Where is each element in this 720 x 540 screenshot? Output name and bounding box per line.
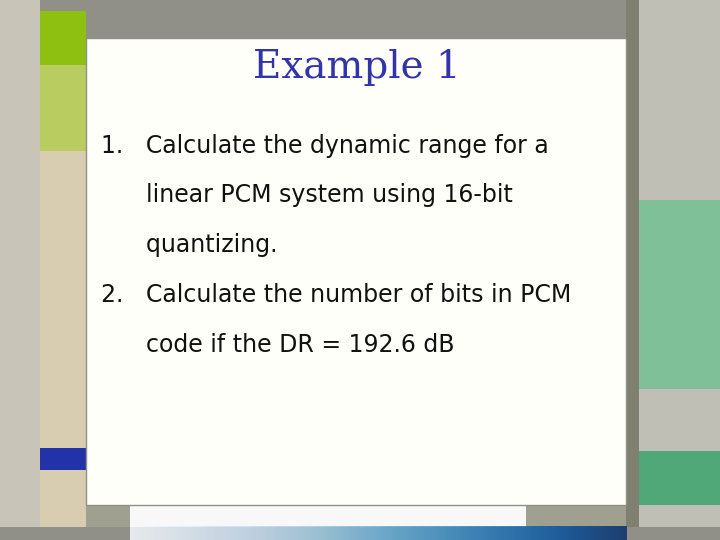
Text: 1.   Calculate the dynamic range for a: 1. Calculate the dynamic range for a bbox=[101, 134, 549, 158]
Bar bbox=[130, 491, 526, 526]
Bar bbox=[40, 470, 86, 540]
Bar bbox=[626, 0, 639, 540]
Bar bbox=[639, 200, 720, 389]
Bar bbox=[40, 448, 86, 470]
Bar bbox=[639, 451, 720, 505]
Text: code if the DR = 192.6 dB: code if the DR = 192.6 dB bbox=[101, 333, 454, 356]
Bar bbox=[0, 0, 40, 540]
Bar bbox=[0, 526, 720, 540]
Text: quantizing.: quantizing. bbox=[101, 233, 277, 257]
Bar bbox=[639, 0, 720, 540]
Bar bbox=[0, 0, 720, 38]
Bar bbox=[40, 11, 86, 65]
Bar bbox=[40, 151, 86, 540]
Bar bbox=[86, 38, 626, 505]
Bar bbox=[86, 38, 626, 505]
Bar bbox=[432, 38, 626, 65]
Text: linear PCM system using 16-bit: linear PCM system using 16-bit bbox=[101, 184, 513, 207]
Bar bbox=[40, 151, 86, 448]
Bar bbox=[40, 65, 86, 151]
Text: Example 1: Example 1 bbox=[253, 49, 460, 86]
Text: 2.   Calculate the number of bits in PCM: 2. Calculate the number of bits in PCM bbox=[101, 283, 571, 307]
